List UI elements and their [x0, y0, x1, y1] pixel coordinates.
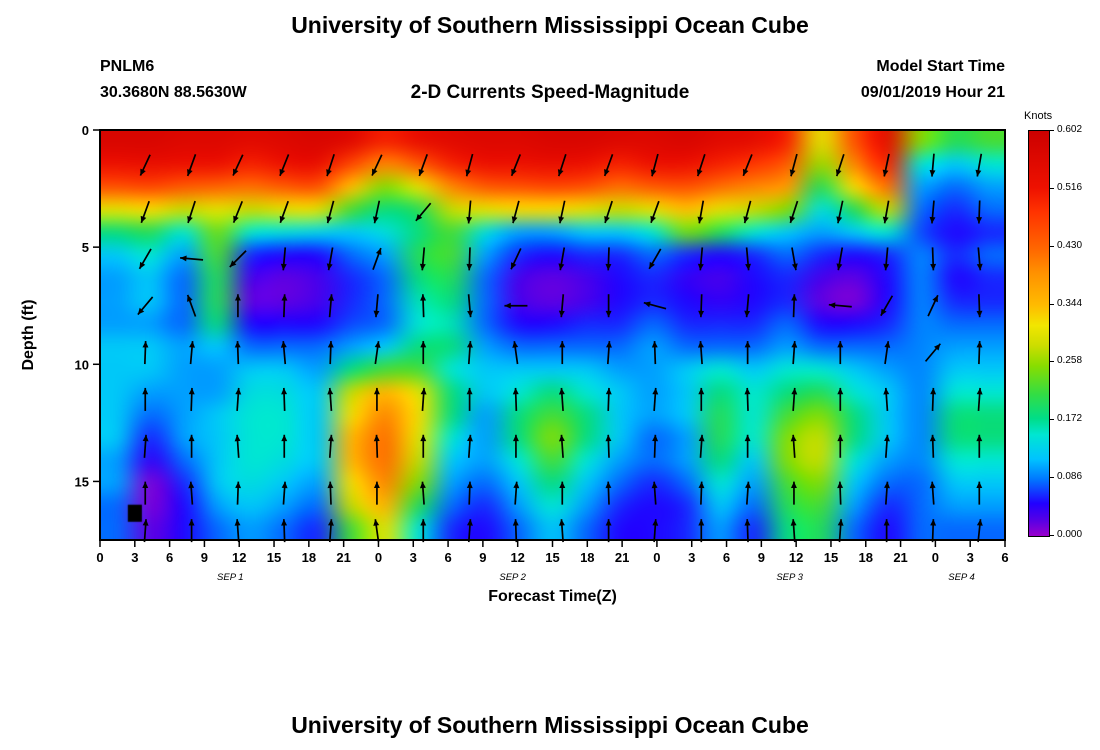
- x-axis-tick-label: 6: [166, 550, 173, 565]
- colorbar-tick-mark: [1049, 535, 1054, 536]
- x-axis-tick-label: 15: [824, 550, 838, 565]
- x-axis-tick-label: 21: [893, 550, 907, 565]
- colorbar-tick-mark: [1049, 187, 1054, 189]
- colorbar-tick-mark: [1049, 361, 1054, 363]
- x-axis-tick-label: 15: [267, 550, 281, 565]
- model-start-label: Model Start Time: [876, 58, 1005, 75]
- x-axis-tick-label: 9: [201, 550, 208, 565]
- y-axis-tick-label: 0: [82, 123, 89, 138]
- date-label: SEP 3: [776, 572, 803, 583]
- next-panel-title: University of Southern Mississippi Ocean…: [291, 712, 809, 738]
- x-axis-tick-label: 18: [302, 550, 316, 565]
- colorbar-tick-label: 0.258: [1057, 355, 1083, 367]
- plot-subtitle: 2-D Currents Speed-Magnitude: [410, 82, 690, 103]
- x-axis-tick-label: 3: [688, 550, 695, 565]
- x-axis-tick-label: 9: [758, 550, 765, 565]
- x-axis-tick-label: 21: [615, 550, 629, 565]
- x-axis-tick-label: 9: [479, 550, 486, 565]
- currents-heatmap: [100, 130, 1005, 540]
- x-axis-tick-label: 3: [967, 550, 974, 565]
- x-axis-tick-label: 12: [789, 550, 803, 565]
- x-axis-tick-label: 15: [545, 550, 559, 565]
- y-axis-tick-label: 10: [75, 357, 89, 372]
- colorbar-title: Knots: [1024, 110, 1053, 122]
- x-axis-tick-label: 12: [510, 550, 524, 565]
- x-axis-tick-label: 0: [375, 550, 382, 565]
- x-axis-tick-label: 18: [859, 550, 873, 565]
- x-axis-tick-label: 21: [336, 550, 350, 565]
- colorbar-tick-mark: [1049, 419, 1054, 421]
- colorbar-tick-label: 0.430: [1057, 239, 1083, 251]
- colorbar-tick-label: 0.516: [1057, 181, 1083, 193]
- station-coordinates: 30.3680N 88.5630W: [100, 84, 247, 101]
- colorbar-tick-mark: [1049, 130, 1054, 131]
- x-axis-tick-label: 18: [580, 550, 594, 565]
- x-axis-label: Forecast Time(Z): [488, 588, 617, 605]
- x-axis-tick-label: 6: [1001, 550, 1008, 565]
- colorbar-tick-mark: [1049, 303, 1054, 305]
- colorbar-tick-label: 0.000: [1057, 529, 1083, 540]
- date-label: SEP 1: [217, 572, 244, 583]
- x-axis-tick-label: 6: [723, 550, 730, 565]
- x-axis-tick-label: 3: [410, 550, 417, 565]
- date-label: SEP 4: [948, 572, 975, 583]
- colorbar-gradient: [1028, 130, 1050, 537]
- colorbar-tick-label: 0.086: [1057, 471, 1083, 483]
- x-axis-tick-label: 12: [232, 550, 246, 565]
- figure-title: University of Southern Mississippi Ocean…: [291, 12, 809, 38]
- y-axis-label: Depth (ft): [20, 299, 37, 371]
- x-axis-tick-label: 0: [932, 550, 939, 565]
- x-axis-tick-label: 3: [131, 550, 138, 565]
- x-axis-tick-label: 0: [653, 550, 660, 565]
- y-axis-tick-label: 15: [75, 474, 89, 489]
- station-id: PNLM6: [100, 58, 155, 75]
- y-axis-tick-label: 5: [82, 240, 89, 255]
- x-axis-tick-label: 6: [444, 550, 451, 565]
- colorbar-tick-mark: [1049, 477, 1054, 479]
- date-label: SEP 2: [499, 572, 526, 583]
- colorbar-tick-mark: [1049, 245, 1054, 247]
- x-axis-tick-label: 0: [96, 550, 103, 565]
- colorbar-tick-label: 0.344: [1057, 297, 1083, 309]
- colorbar-tick-label: 0.602: [1057, 124, 1083, 135]
- colorbar-tick-label: 0.172: [1057, 413, 1083, 425]
- model-start-value: 09/01/2019 Hour 21: [860, 84, 1005, 101]
